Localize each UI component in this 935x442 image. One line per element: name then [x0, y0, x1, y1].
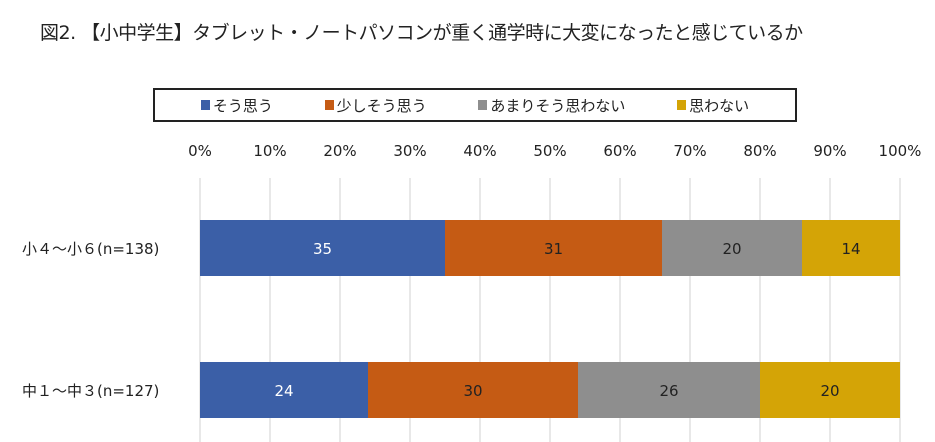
x-tick-label: 80%: [743, 142, 776, 160]
legend-label: 少しそう思う: [336, 96, 427, 115]
x-tick-label: 100%: [879, 142, 922, 160]
legend-item: 少しそう思う: [324, 95, 427, 116]
data-label: 14: [841, 240, 860, 258]
x-tick-label: 20%: [323, 142, 356, 160]
bar-segment: [662, 220, 802, 276]
x-tick-label: 0%: [188, 142, 212, 160]
legend-swatch: [200, 100, 210, 110]
x-tick-label: 70%: [673, 142, 706, 160]
data-label: 20: [722, 240, 741, 258]
legend-swatch: [324, 100, 334, 110]
category-label: 中１～中３(n=127): [22, 382, 159, 400]
data-label: 35: [313, 240, 332, 258]
bar-segment: [802, 220, 900, 276]
bar-segment: [445, 220, 662, 276]
bar-segment: [200, 362, 368, 418]
legend-item: 思わない: [677, 95, 749, 116]
bar-segment: [368, 362, 578, 418]
category-label: 小４～小６(n=138): [22, 240, 159, 258]
data-label: 24: [274, 382, 293, 400]
legend-item: そう思う: [200, 95, 273, 116]
data-label: 26: [659, 382, 678, 400]
legend: そう思う 少しそう思う あまりそう思わない 思わない: [153, 88, 797, 122]
x-tick-label: 40%: [463, 142, 496, 160]
x-tick-label: 30%: [393, 142, 426, 160]
legend-swatch: [677, 100, 687, 110]
bar-segment: [200, 220, 445, 276]
legend-label: あまりそう思わない: [490, 96, 626, 115]
x-tick-label: 50%: [533, 142, 566, 160]
chart-title: 図2. 【小中学生】タブレット・ノートパソコンが重く通学時に大変になったと感じて…: [40, 22, 803, 44]
bar-segment: [760, 362, 900, 418]
x-tick-label: 90%: [813, 142, 846, 160]
legend-swatch: [478, 100, 488, 110]
data-label: 20: [820, 382, 839, 400]
x-tick-label: 10%: [253, 142, 286, 160]
legend-item: あまりそう思わない: [478, 95, 625, 116]
bar-segment: [578, 362, 760, 418]
legend-label: 思わない: [689, 96, 750, 115]
data-label: 30: [463, 382, 482, 400]
data-label: 31: [544, 240, 563, 258]
legend-label: そう思う: [212, 96, 273, 115]
x-tick-label: 60%: [603, 142, 636, 160]
